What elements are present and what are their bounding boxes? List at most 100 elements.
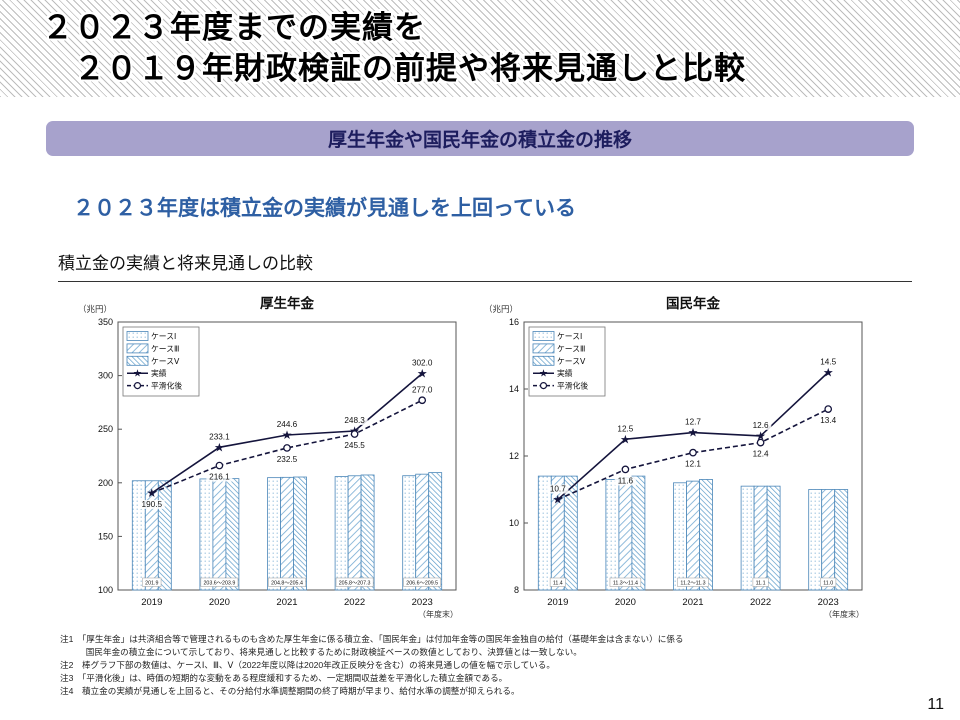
series-line (557, 408, 829, 501)
bar-range-label: 204.8～205.4 (271, 581, 303, 587)
series-line (151, 372, 423, 494)
star-marker: ★ (552, 493, 563, 507)
y-tick-label: 200 (98, 478, 113, 488)
bar-range-label: 11.3～11.4 (613, 581, 638, 587)
point-label-bg (547, 484, 569, 494)
projection-bar (821, 489, 836, 591)
star-marker: ★ (823, 365, 834, 379)
legend-label: 平滑化後 (557, 381, 588, 391)
footnote-line: 国民年金の積立金について示しており、将来見通しと比較するために財政検証ベースの数… (60, 646, 582, 657)
circle-marker (756, 438, 765, 447)
bar-range-label-box (677, 577, 709, 587)
circle-marker (621, 465, 630, 474)
bar-range-label: 11.0 (823, 581, 833, 587)
projection-bar (293, 476, 307, 591)
projection-bar (428, 472, 443, 591)
point-label: 12.1 (685, 460, 701, 469)
legend-star-marker: ★ (133, 369, 142, 380)
projection-bar (563, 475, 578, 591)
bar-range-label-box (335, 577, 374, 587)
point-label: 11.6 (618, 476, 634, 485)
projection-bar (631, 475, 646, 591)
bar-range-label: 11.4 (553, 581, 563, 587)
legend-label: ケースⅠ (557, 332, 582, 341)
legend-label: ケースⅤ (557, 357, 586, 366)
x-tick-label: 2020 (209, 597, 230, 608)
bar-range-label: 201.9 (145, 581, 158, 587)
bar-range-label-box (752, 577, 769, 587)
legend-label: ケースⅢ (557, 344, 585, 353)
y-tick-label: 8 (514, 585, 519, 595)
point-label: 244.6 (277, 420, 298, 429)
series-smoothed: 216.1 232.5 245.5 277.0 (151, 385, 436, 494)
section-banner: 厚生年金や国民年金の積立金の推移 (46, 121, 914, 156)
y-tick-label: 14 (509, 384, 519, 394)
bar-range-label-box (609, 577, 642, 587)
bar-range-label-box (403, 577, 441, 587)
projection-bar (699, 479, 713, 591)
x-axis-unit: （年度末） (824, 609, 864, 619)
x-tick-label: 2021 (276, 597, 297, 608)
footnote-line: 注4 積立金の実績が見通しを上回ると、その分給付水準調整期間の終了時期が早まり、… (60, 685, 520, 696)
point-label-bg (138, 499, 165, 509)
legend-circle-marker (539, 381, 548, 390)
point-label: 233.1 (209, 432, 230, 441)
point-label: 245.5 (344, 441, 365, 450)
point-label: 277.0 (412, 385, 433, 394)
point-label-bg (206, 472, 233, 482)
series-actual: ★190.5★233.1★244.6★248.3★302.0 (138, 358, 436, 509)
star-marker: ★ (688, 426, 699, 440)
circle-marker (689, 448, 697, 457)
bar-range-label: 11.2～11.3 (680, 581, 705, 587)
star-marker: ★ (146, 486, 157, 500)
bars-group: 11.4 11.3～11.4 11.2～11.3 11.1 11.0 (537, 475, 849, 591)
star-marker: ★ (755, 429, 766, 443)
star-marker: ★ (620, 432, 631, 446)
point-label: 12.4 (753, 450, 769, 459)
x-tick-label: 2021 (682, 597, 703, 608)
footnote-line: 注3 「平滑化後」は、時価の短期的な変動をある程度緩和するため、一定期間収益差を… (60, 672, 508, 683)
page-number: 11 (927, 696, 944, 713)
legend-swatch (126, 331, 149, 341)
bar-range-label: 205.8～207.3 (339, 581, 371, 587)
series-actual: ★10.7★12.5 ★12.7★12.6★14.5 (547, 357, 839, 507)
section-banner-text: 厚生年金や国民年金の積立金の推移 (327, 130, 632, 151)
legend-label: ケースⅠ (151, 332, 176, 341)
point-label: 14.5 (820, 357, 836, 366)
x-tick-label: 2022 (750, 597, 771, 608)
bars-group: 201.9 203.6～203.9 204.8～205.4 205.8～207.3 20… (131, 472, 443, 591)
x-axis-unit: （年度末） (418, 609, 458, 619)
point-label-bg (817, 416, 839, 426)
point-label: 248.3 (344, 416, 365, 425)
chart-section-title: 積立金の実績と将来見通しの比較 (58, 249, 912, 282)
projection-bar (212, 478, 227, 591)
point-label-bg (206, 432, 233, 442)
legend-star-marker: ★ (539, 369, 548, 380)
x-tick-label: 2022 (344, 597, 365, 608)
circle-marker (350, 430, 359, 438)
point-label-bg (682, 417, 704, 427)
x-tick-label: 2020 (615, 597, 636, 608)
bar-range-label: 206.6～209.5 (406, 581, 438, 587)
point-label: 12.6 (753, 421, 769, 430)
star-marker: ★ (214, 440, 225, 454)
legend-swatch (532, 343, 555, 354)
point-label: 216.1 (209, 473, 230, 482)
projection-bar (834, 489, 849, 591)
projection-bar (402, 475, 417, 591)
projection-bar (415, 473, 430, 591)
bar-range-label-box (142, 577, 162, 587)
y-tick-label: 250 (98, 424, 113, 434)
point-label: 10.7 (550, 485, 566, 494)
point-label-bg (409, 358, 436, 368)
circle-marker (824, 405, 833, 413)
projection-bar (686, 480, 700, 591)
legend-swatch (126, 355, 149, 366)
legend-label: 実績 (557, 368, 573, 378)
point-label-bg (614, 424, 637, 434)
point-label-bg (749, 420, 772, 430)
x-tick-label: 2019 (141, 597, 162, 608)
point-label-bg (341, 416, 368, 426)
